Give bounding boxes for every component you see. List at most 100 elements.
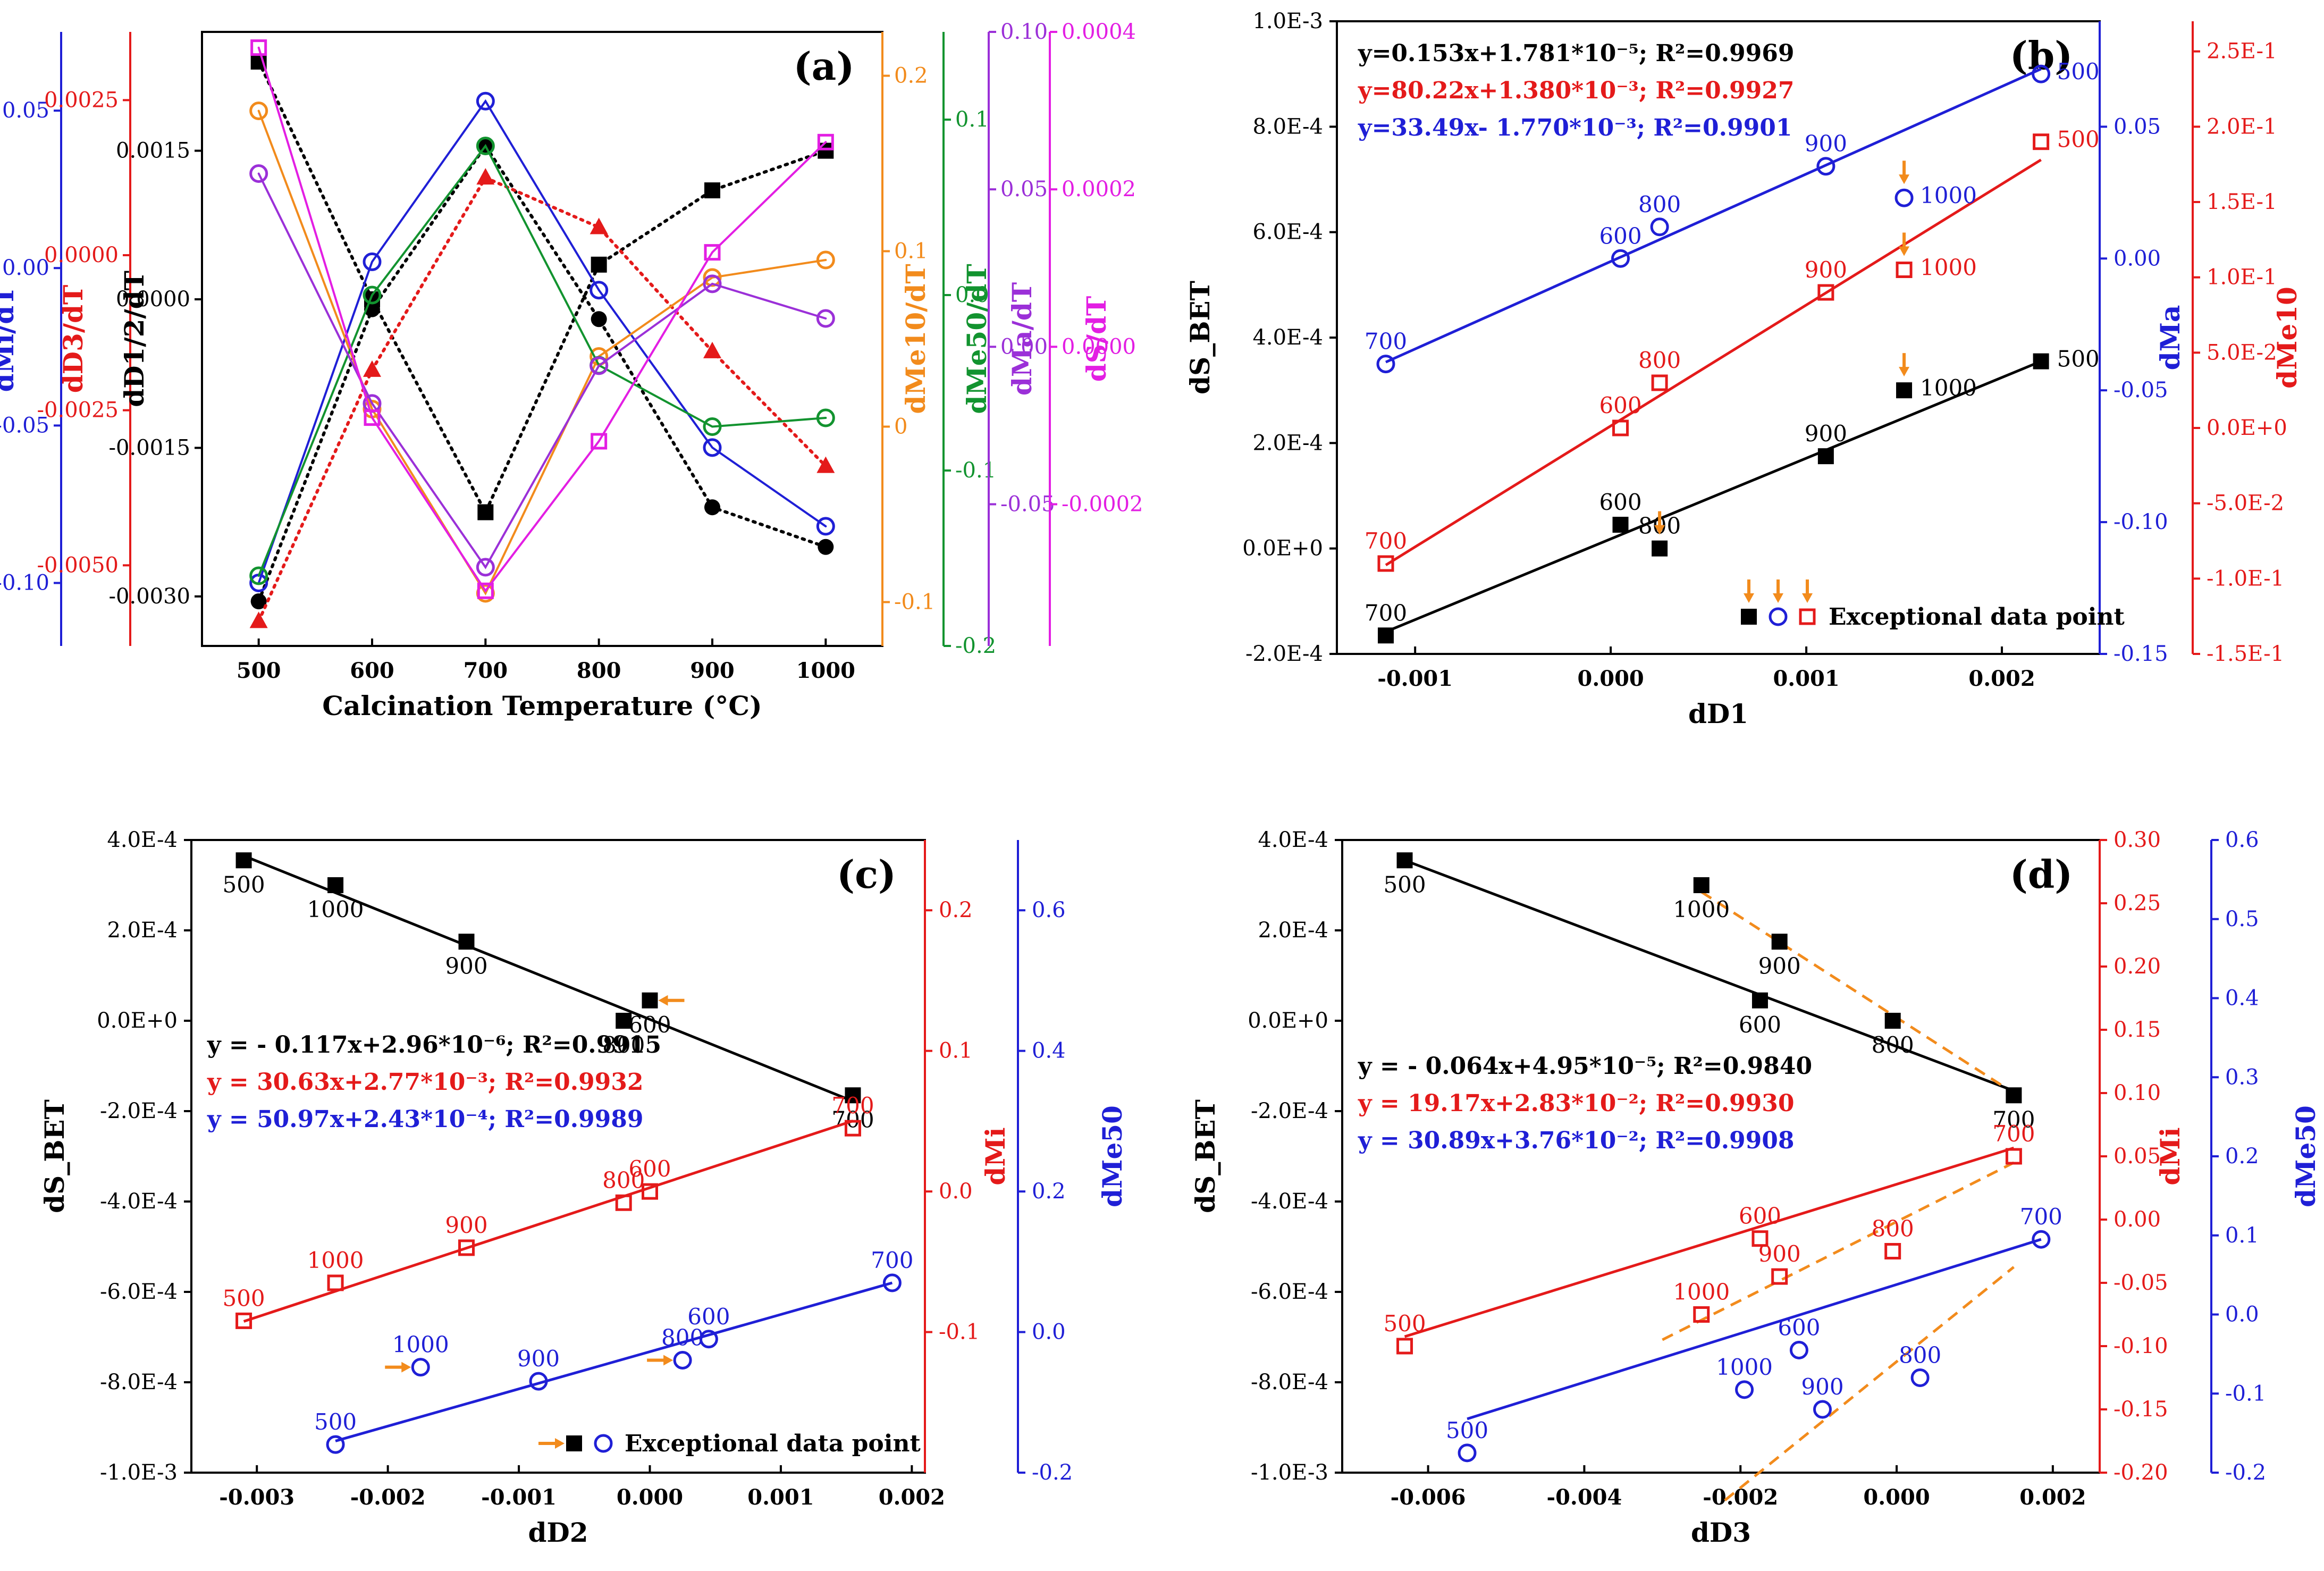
y-tick-label: 0.05 <box>2114 1144 2161 1169</box>
data-point <box>844 1120 861 1137</box>
data-point <box>363 360 381 377</box>
point-label: 700 <box>1365 600 1407 626</box>
point-label: 1000 <box>1673 896 1730 922</box>
y-axis-title: dMi <box>980 1127 1011 1185</box>
y-axis-title: dD1/2/dT <box>119 271 150 407</box>
data-point <box>249 566 268 585</box>
y-tick-label: 0.4 <box>1032 1039 1066 1063</box>
point-label: 700 <box>1365 329 1407 355</box>
y-tick-label: 0.20 <box>2114 954 2161 979</box>
y-tick-label: 2.0E-4 <box>107 918 178 943</box>
y-tick-label: 0 <box>894 415 907 439</box>
x-tick-label: 0.002 <box>1968 666 2035 691</box>
y-axis-title: dMe10 <box>2271 287 2303 389</box>
x-tick-label: -0.002 <box>350 1485 426 1510</box>
data-point <box>590 217 608 234</box>
x-tick-label: 600 <box>350 658 394 683</box>
y-tick-label: 0.2 <box>939 898 973 922</box>
data-point <box>1884 1243 1901 1259</box>
point-label: 1000 <box>1920 182 1977 208</box>
point-label: 900 <box>445 1212 487 1238</box>
data-point <box>1752 992 1768 1009</box>
data-point <box>411 1358 430 1377</box>
panel-label: (d) <box>2010 852 2073 897</box>
data-point <box>1651 374 1668 391</box>
x-tick-label: -0.001 <box>1377 666 1453 691</box>
data-point <box>2006 1087 2022 1104</box>
data-point <box>1612 517 1629 533</box>
point-label: 1000 <box>1920 375 1977 401</box>
data-point <box>703 417 722 436</box>
x-tick-label: 0.000 <box>1577 666 1644 691</box>
data-point <box>1817 284 1834 301</box>
chart-panel-d: -0.006 -0.004 -0.002 0.000 0.002dD3-1.0E-3-8… <box>1190 828 2321 1548</box>
y-tick-label: -2.0E-4 <box>1251 1099 1328 1123</box>
chart-panel-c: -0.003 -0.002 -0.001 0.000 0.001 0.002 dD2 -1.0… <box>39 828 1128 1548</box>
data-point <box>1896 262 1913 278</box>
data-point <box>1693 877 1710 893</box>
y-tick-label: -0.05 <box>0 413 49 438</box>
data-point <box>704 499 720 516</box>
y-tick-label: 0.0 <box>2225 1303 2259 1327</box>
data-point <box>458 1239 475 1256</box>
chart-panel-a: 500 600 700 800 900 1000 Calcination Temperatu… <box>0 20 1143 721</box>
data-point <box>699 1330 718 1349</box>
data-point <box>1377 627 1394 644</box>
x-tick-label: 0.002 <box>2019 1485 2086 1510</box>
data-point <box>1817 448 1834 465</box>
data-point <box>590 356 609 375</box>
fit-line <box>243 854 854 1103</box>
series-line <box>257 175 828 623</box>
data-point <box>250 593 267 610</box>
y-tick-label: 0.10 <box>2114 1081 2161 1105</box>
data-point <box>327 877 344 893</box>
y-tick-label: 0.2 <box>1032 1179 1066 1204</box>
data-point <box>1910 1368 1930 1387</box>
point-label: 700 <box>1992 1121 2035 1147</box>
x-axis-title: Calcination Temperature (°C) <box>322 690 762 721</box>
series-line <box>257 60 828 516</box>
point-label: 500 <box>1383 871 1426 897</box>
y-tick-label: 0.2 <box>2225 1144 2259 1169</box>
y-tick-label: 0.1 <box>939 1039 973 1063</box>
data-point <box>816 250 835 270</box>
legend: Exceptional data point <box>538 1430 921 1457</box>
point-label: 500 <box>222 871 265 897</box>
y-tick-label: 0.00 <box>2114 246 2161 271</box>
x-axis-title: dD2 <box>528 1517 588 1548</box>
fit-line <box>1385 360 2042 633</box>
x-axis-title: dD1 <box>1688 698 1748 729</box>
y-axis-title: dMe50/dT <box>961 264 992 414</box>
y-tick-label: -4.0E-4 <box>100 1189 178 1214</box>
fit-line-dashed <box>1700 890 2015 1095</box>
point-label: 900 <box>1805 131 1847 157</box>
point-label: 700 <box>871 1247 913 1273</box>
data-point <box>1735 1380 1754 1399</box>
y-tick-label: -0.1 <box>894 590 935 615</box>
y-tick-label: -1.0E-3 <box>1251 1460 1328 1485</box>
data-point <box>1896 382 1913 399</box>
y-tick-label: 0.05 <box>1000 177 1048 201</box>
y-axis-title: dMa/dT <box>1006 282 1038 396</box>
point-label: 600 <box>628 1012 671 1038</box>
legend-arrow-head <box>1773 593 1783 603</box>
y-tick-label: 0.0E+0 <box>1248 1009 1328 1033</box>
y-tick-label: 0.0E+0 <box>97 1009 178 1033</box>
data-point <box>363 285 382 305</box>
fit-equation: y=80.22x+1.380*10⁻³; R²=0.9927 <box>1358 77 1795 104</box>
y-tick-label: 0.6 <box>1032 898 1066 922</box>
y-axis-title: dS_BET <box>1184 281 1216 394</box>
panel-label: (b) <box>2010 33 2073 78</box>
data-point <box>704 244 721 261</box>
y-tick-label: -0.1 <box>939 1320 980 1345</box>
y-tick-label: 4.0E-4 <box>1252 325 1323 350</box>
y-tick-label: 0.0000 <box>1062 334 1136 359</box>
point-label: 500 <box>1446 1417 1488 1443</box>
data-point <box>476 558 495 577</box>
fit-equation: y = 30.89x+3.76*10⁻²; R²=0.9908 <box>1358 1127 1795 1154</box>
y-tick-label: -0.0025 <box>37 398 119 423</box>
point-label: 900 <box>1805 257 1847 283</box>
point-label: 900 <box>1805 421 1847 447</box>
